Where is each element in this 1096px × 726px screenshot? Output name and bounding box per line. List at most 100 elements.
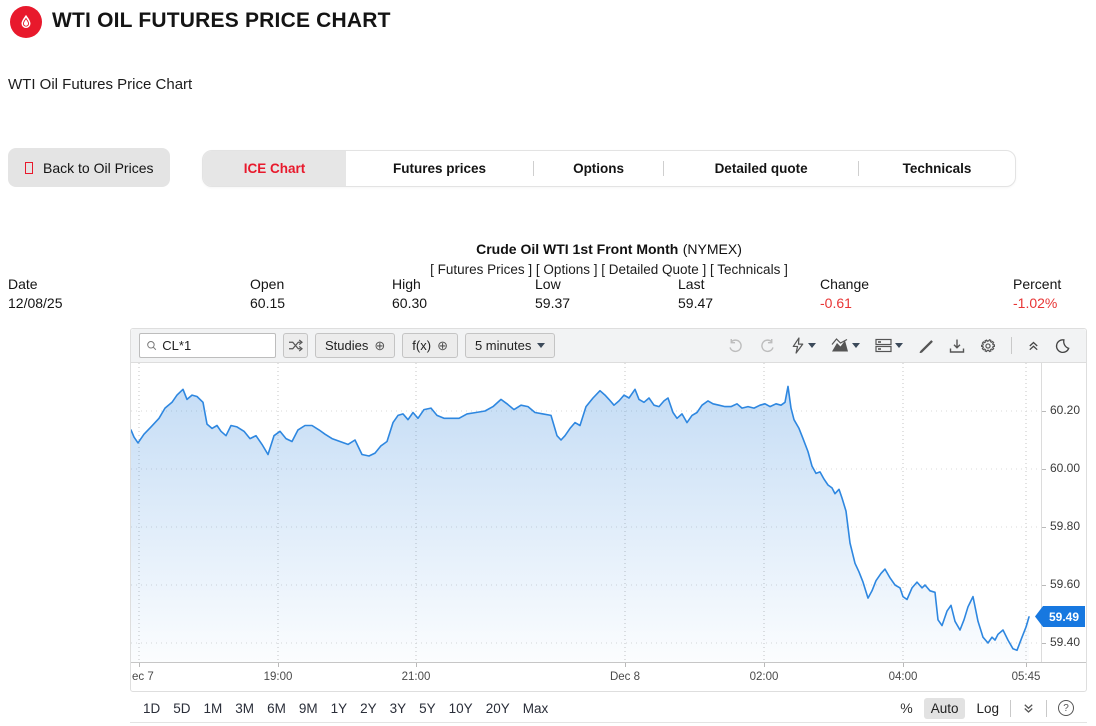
toolbar-divider bbox=[1011, 337, 1012, 354]
compare-icon bbox=[289, 339, 303, 352]
collapse-toolbar-button[interactable] bbox=[1027, 339, 1040, 352]
help-button[interactable]: ? bbox=[1058, 700, 1074, 716]
range-3m[interactable]: 3M bbox=[235, 700, 255, 716]
range-5d[interactable]: 5D bbox=[173, 700, 191, 716]
undo-button[interactable] bbox=[727, 338, 744, 354]
draw-button[interactable] bbox=[918, 338, 934, 354]
range-1d[interactable]: 1D bbox=[143, 700, 161, 716]
tab-ice-chart[interactable]: ICE Chart bbox=[203, 151, 347, 186]
settings-button[interactable] bbox=[980, 338, 996, 354]
range-1m[interactable]: 1M bbox=[203, 700, 223, 716]
x-axis-label: 04:00 bbox=[888, 671, 918, 683]
price-chart-plot[interactable] bbox=[131, 363, 1041, 662]
last-price-badge: 59.49 bbox=[1035, 606, 1085, 627]
x-axis-tick bbox=[139, 663, 140, 667]
chevron-down-icon bbox=[537, 343, 546, 348]
events-icon bbox=[792, 337, 804, 354]
y-axis-label: 60.00 bbox=[1050, 461, 1081, 475]
footer-divider bbox=[1046, 699, 1047, 717]
fx-button[interactable]: f(x) ⊕ bbox=[402, 333, 458, 358]
dark-mode-toggle[interactable] bbox=[1055, 338, 1070, 354]
chevrons-up-icon bbox=[1029, 341, 1038, 351]
y-axis-tick bbox=[1042, 527, 1046, 528]
field-value: -1.02% bbox=[1013, 295, 1058, 311]
back-to-oil-prices-button[interactable]: Back to Oil Prices bbox=[8, 148, 171, 187]
range-1y[interactable]: 1Y bbox=[330, 700, 348, 716]
field-label: Last bbox=[678, 276, 705, 292]
quote-field-change: Change -0.61 bbox=[820, 276, 869, 311]
x-axis-tick bbox=[903, 663, 904, 667]
field-label: Date bbox=[8, 276, 38, 292]
quote-links[interactable]: [ Futures Prices ] [ Options ] [ Detaile… bbox=[430, 262, 788, 277]
quote-name: Crude Oil WTI 1st Front Month bbox=[476, 241, 679, 257]
layout-dropdown[interactable] bbox=[875, 338, 903, 353]
collapse-footer-button[interactable] bbox=[1022, 702, 1035, 715]
plus-circle-icon: ⊕ bbox=[374, 337, 386, 353]
auto-scale-button[interactable]: Auto bbox=[923, 697, 966, 719]
events-dropdown[interactable] bbox=[791, 337, 816, 354]
range-10y[interactable]: 10Y bbox=[448, 700, 473, 716]
field-value: -0.61 bbox=[820, 295, 852, 311]
chart-footer: 1D 5D 1M 3M 6M 9M 1Y 2Y 3Y 5Y 10Y 20Y Max % Auto Log… bbox=[130, 694, 1087, 723]
chart-widget: Studies ⊕ f(x) ⊕ 5 minutes bbox=[130, 328, 1087, 692]
range-5y[interactable]: 5Y bbox=[419, 700, 436, 716]
range-2y[interactable]: 2Y bbox=[360, 700, 377, 716]
studies-button[interactable]: Studies ⊕ bbox=[315, 333, 396, 358]
undo-icon bbox=[729, 338, 742, 352]
quote-field-last: Last 59.47 bbox=[678, 276, 713, 311]
tab-detailed-quote[interactable]: Detailed quote bbox=[714, 161, 808, 176]
field-label: High bbox=[392, 276, 421, 292]
compare-button[interactable] bbox=[283, 333, 308, 358]
chart-style-dropdown[interactable] bbox=[831, 338, 860, 353]
draw-icon bbox=[919, 339, 933, 353]
range-20y[interactable]: 20Y bbox=[485, 700, 510, 716]
redo-button[interactable] bbox=[759, 338, 776, 354]
download-button[interactable] bbox=[949, 338, 965, 354]
quote-field-percent: Percent -1.02% bbox=[1013, 276, 1061, 311]
toolbar-right-icons bbox=[727, 337, 1078, 354]
redo-icon bbox=[761, 338, 774, 352]
x-axis-tick bbox=[1026, 663, 1027, 667]
y-axis-label: 59.60 bbox=[1050, 577, 1081, 591]
settings-icon bbox=[981, 338, 995, 352]
price-line bbox=[131, 385, 1030, 652]
range-9m[interactable]: 9M bbox=[298, 700, 318, 716]
field-value: 60.30 bbox=[392, 295, 428, 311]
chart-toolbar: Studies ⊕ f(x) ⊕ 5 minutes bbox=[131, 329, 1086, 363]
quote-field-open: Open 60.15 bbox=[250, 276, 285, 311]
layout-icon bbox=[875, 338, 892, 353]
tab-bar: ICE Chart Futures prices Options Detailed q… bbox=[202, 150, 1016, 187]
tab-technicals[interactable]: Technicals bbox=[902, 161, 972, 176]
tab-futures-prices[interactable]: Futures prices bbox=[393, 161, 487, 176]
log-scale-button[interactable]: Log bbox=[976, 700, 999, 716]
symbol-input[interactable] bbox=[162, 338, 269, 353]
field-value: 12/08/25 bbox=[8, 295, 63, 311]
symbol-search-box[interactable] bbox=[139, 333, 276, 358]
price-area bbox=[131, 386, 1029, 662]
percent-scale-button[interactable]: % bbox=[900, 700, 913, 716]
dark-mode-icon bbox=[1055, 338, 1070, 353]
y-axis[interactable]: 59.49 60.20 60.00 59.80 59.60 59.40 bbox=[1035, 363, 1086, 662]
footer-right-controls: % Auto Log ? bbox=[900, 697, 1074, 719]
quote-field-low: Low 59.37 bbox=[535, 276, 570, 311]
fx-label: f(x) bbox=[412, 338, 432, 353]
interval-dropdown[interactable]: 5 minutes bbox=[464, 333, 556, 358]
x-axis-tick bbox=[764, 663, 765, 667]
plus-circle-icon: ⊕ bbox=[437, 337, 448, 353]
range-selector: 1D 5D 1M 3M 6M 9M 1Y 2Y 3Y 5Y 10Y 20Y Max bbox=[143, 701, 548, 716]
tab-divider bbox=[532, 161, 534, 176]
quote-exchange: (NYMEX) bbox=[682, 241, 742, 257]
page-subtitle: WTI Oil Futures Price Chart bbox=[8, 76, 193, 93]
y-axis-tick bbox=[1042, 469, 1046, 470]
tab-options[interactable]: Options bbox=[573, 161, 625, 176]
download-icon bbox=[949, 339, 965, 353]
field-value: 59.47 bbox=[678, 295, 714, 311]
range-6m[interactable]: 6M bbox=[267, 700, 286, 716]
quote-field-high: High 60.30 bbox=[392, 276, 427, 311]
range-max[interactable]: Max bbox=[522, 700, 549, 716]
y-axis-label: 60.20 bbox=[1050, 403, 1081, 417]
range-3y[interactable]: 3Y bbox=[389, 700, 407, 716]
y-axis-tick bbox=[1042, 643, 1046, 644]
x-axis[interactable]: ec 7 19:00 21:00 Dec 8 02:00 04:00 05:45 bbox=[131, 662, 1086, 691]
